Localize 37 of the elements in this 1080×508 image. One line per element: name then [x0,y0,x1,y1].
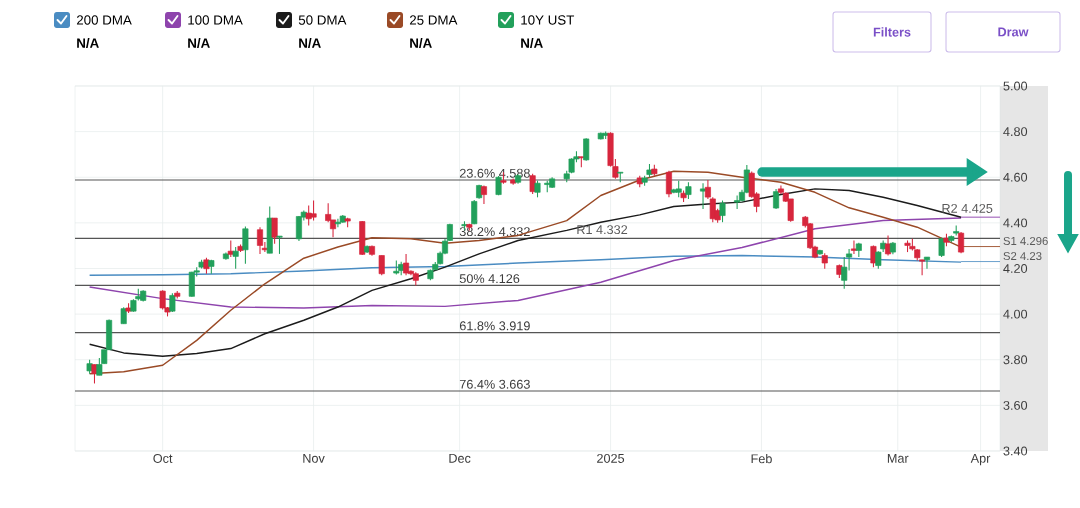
legend-label: 100 DMA [188,15,243,25]
x-tick-label: Oct [153,453,173,463]
y-tick-label: 3.80 [1003,355,1028,365]
legend-label: 200 DMA [76,15,132,25]
text: N/A [410,38,432,48]
text: N/A [299,38,321,48]
annotation: S1 4.296 [1003,236,1048,245]
x-tick-label: 2025 [597,453,625,463]
annotation: R1 4.332 [577,225,628,235]
y-tick-label: 5.00 [1003,81,1028,91]
y-tick-label: 4.00 [1003,309,1028,319]
ref-line-label: 50% 4.126 [459,274,520,284]
x-tick-label: Apr [970,453,991,466]
text: N/A [77,38,99,48]
legend-label: 25 DMA [409,15,458,25]
text: N/A [521,38,543,48]
ref-line-label: 23.6% 4.588 [459,168,530,178]
x-tick-label: Feb [751,453,772,464]
y-tick-label: 4.80 [1003,127,1028,137]
y-tick-label: 3.40 [1003,446,1028,456]
annotation: R2 4.425 [942,203,993,213]
ref-line-label: 61.8% 3.919 [459,321,530,331]
x-tick-label: Mar [887,453,909,463]
x-tick-label: Dec [449,453,471,463]
y-tick-label: 4.60 [1003,172,1028,182]
text: Draw [998,27,1029,37]
y-tick-label: 4.20 [1003,264,1028,273]
legend-label: 10Y UST [521,15,575,25]
y-tick-label: 3.60 [1003,400,1028,410]
ref-line-label: 76.4% 3.663 [459,379,530,389]
legend-label: 50 DMA [298,15,347,25]
y-tick-label: 4.40 [1003,218,1028,228]
x-tick-label: Nov [303,453,325,463]
text: N/A [188,38,210,48]
annotation: S2 4.23 [1003,252,1042,261]
text: Filters [873,27,911,37]
ref-line-label: 38.2% 4.332 [459,227,530,237]
